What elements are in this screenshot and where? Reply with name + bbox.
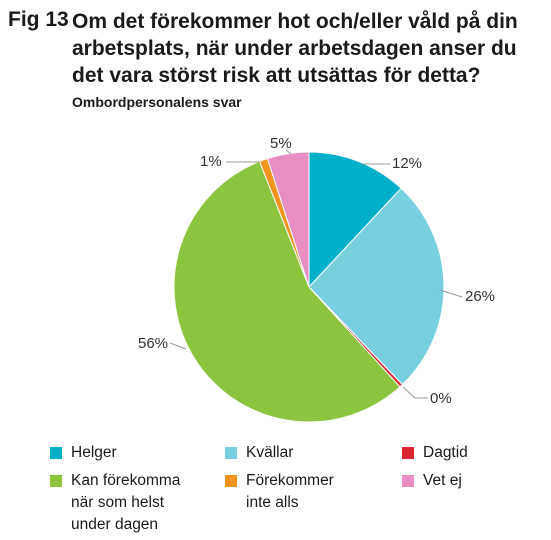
legend: Helger Kvällar Dagtid Kan förekomma när … [0, 442, 551, 540]
legend-label: Vet ej [423, 472, 462, 489]
data-label: 12% [392, 155, 422, 172]
data-label: 26% [465, 288, 495, 305]
pie-slice-2 [308, 187, 445, 386]
leader-line [439, 289, 463, 298]
legend-label: Kvällar [246, 444, 294, 461]
legend-swatch [402, 475, 414, 487]
pie-slice-6 [266, 151, 310, 288]
legend-label: Helger [71, 444, 117, 461]
figure-number: Fig 13 [8, 8, 69, 31]
chart-title: Om det förekommer hot och/eller våld på … [72, 10, 518, 87]
legend-swatch [225, 447, 237, 459]
legend-swatch [402, 447, 414, 459]
legend-item-kan-forekomma: Kan förekomma när som helst under dagen [50, 470, 180, 536]
legend-item-vet-ej: Vet ej [402, 470, 462, 492]
legend-label: Dagtid [423, 444, 468, 461]
pie-chart: 12% 26% 0% 56% 1% 5% [138, 135, 495, 423]
legend-label: Kan förekomma när som helst under dagen [71, 472, 181, 533]
legend-item-forekommer-inte: Förekommer inte alls [225, 470, 334, 514]
leader-line [402, 386, 428, 399]
data-label: 0% [430, 390, 452, 407]
legend-swatch [50, 447, 62, 459]
data-label: 5% [270, 135, 292, 152]
pie-slice-1 [308, 151, 402, 289]
leader-line [169, 342, 187, 350]
legend-label: Förekommer inte alls [246, 472, 334, 511]
leader-line [285, 149, 292, 155]
legend-swatch [50, 475, 62, 487]
legend-item-helger: Helger [50, 442, 117, 464]
legend-item-dagtid: Dagtid [402, 442, 468, 464]
pie-slice-4 [173, 160, 401, 423]
data-label: 56% [138, 335, 168, 352]
legend-swatch [225, 475, 237, 487]
chart-subtitle: Ombordpersonalens svar [72, 94, 242, 110]
data-label: 1% [200, 153, 222, 170]
legend-item-kvallar: Kvällar [225, 442, 293, 464]
